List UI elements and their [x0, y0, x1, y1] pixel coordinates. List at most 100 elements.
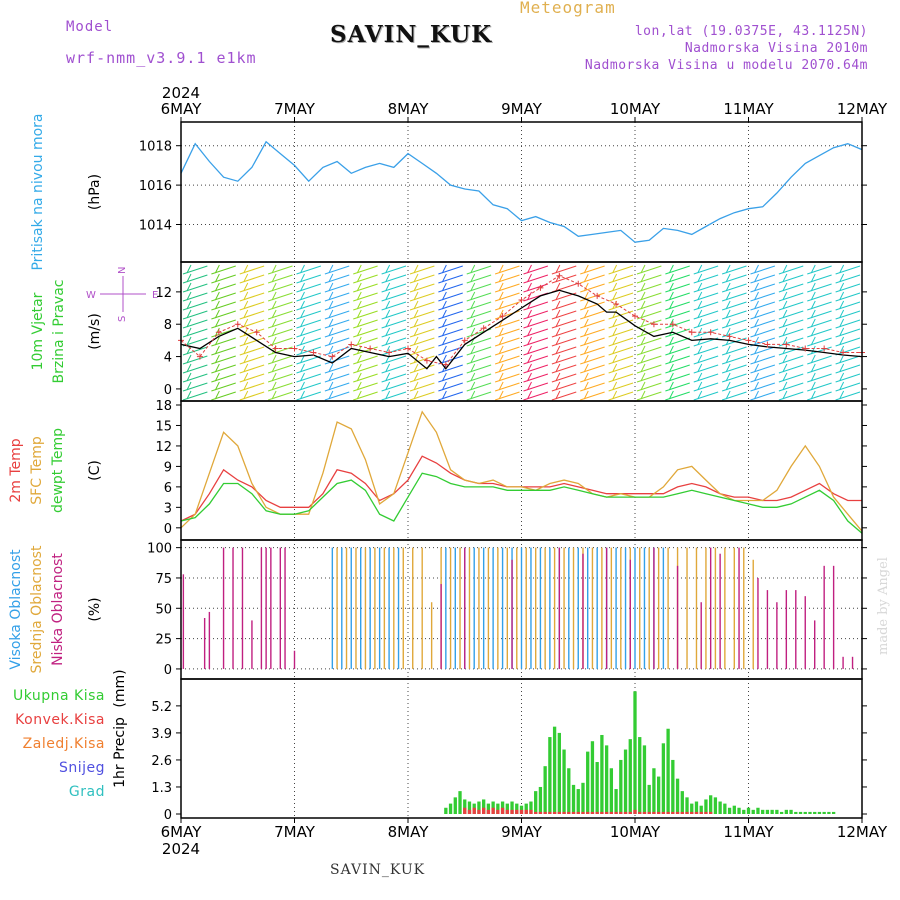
precip-bar — [458, 791, 462, 814]
wind-barb — [583, 327, 589, 337]
wind-barb — [527, 273, 532, 283]
wind-barb — [271, 336, 277, 346]
coordinates-text: lon,lat (19.0375E, 43.1125N) — [634, 24, 868, 39]
precip-bar — [453, 797, 457, 814]
compass-west: W — [86, 290, 96, 301]
wind-barb — [356, 291, 362, 301]
wind-barb — [271, 354, 277, 364]
wind-barb — [385, 318, 391, 328]
precip-bar — [609, 811, 614, 814]
wind-barb — [640, 372, 646, 382]
y-tick-label: 12 — [155, 440, 172, 455]
wind-barb — [782, 273, 788, 283]
precip-bar — [746, 807, 751, 814]
wind-barb — [356, 273, 362, 283]
precip-bar — [567, 768, 571, 814]
precip-bar — [756, 807, 760, 814]
precip-bar — [463, 799, 467, 814]
wind-barb — [612, 336, 618, 346]
precip-bar — [510, 809, 514, 814]
precip-bar — [751, 809, 755, 814]
wind-barb — [470, 390, 476, 400]
axis-title: Brzina i Pravac — [51, 280, 67, 384]
wind-barb — [583, 381, 589, 391]
wind-barb — [810, 327, 816, 337]
x-tick-label: 8MAY — [388, 100, 430, 118]
wind-barb — [839, 381, 845, 391]
x-tick-label: 9MAY — [501, 823, 543, 841]
precip-bar — [694, 801, 699, 814]
precip-bar — [482, 807, 486, 814]
precip-bar — [638, 811, 642, 814]
wind-barb — [470, 291, 476, 301]
precip-bar — [798, 811, 803, 814]
wind-barb — [385, 390, 391, 400]
wind-barb — [441, 300, 447, 310]
precip-bar — [685, 797, 689, 814]
precip-bar — [628, 811, 632, 814]
wind-barb — [328, 372, 334, 382]
precip-bar — [770, 809, 774, 814]
wind-barb — [612, 264, 618, 274]
precip-bar — [505, 809, 509, 814]
wind-barb — [300, 318, 305, 328]
series-line — [180, 289, 863, 370]
wind-barb — [214, 273, 220, 283]
gust-marker — [575, 280, 582, 287]
precip-bar — [595, 811, 599, 814]
x-tick-label: 10MAY — [610, 823, 661, 841]
wind-barb — [328, 336, 334, 346]
wind-barb — [356, 264, 362, 274]
precip-bar — [595, 762, 599, 814]
compass-east: E — [152, 290, 158, 301]
wind-barb — [243, 345, 249, 355]
wind-barb — [385, 372, 391, 382]
wind-barb — [527, 309, 532, 319]
precip-bar — [571, 784, 576, 814]
wind-barb — [668, 345, 674, 355]
wind-barb — [583, 309, 589, 319]
wind-barb — [385, 291, 391, 301]
precip-bar — [713, 797, 718, 814]
gust-marker — [688, 329, 695, 336]
wind-barb — [413, 300, 419, 310]
wind-barb — [725, 390, 731, 400]
precip-bar — [576, 789, 580, 814]
panel-precip: 0 1.3 2.6 3.9 5.2 1hr Precip (mm) Ukupna Kisa Ko… — [13, 669, 867, 823]
wind-barb — [810, 345, 816, 355]
wind-barb — [583, 345, 589, 355]
y-tick-label: 3.9 — [151, 727, 172, 742]
wind-barb — [441, 309, 447, 319]
wind-barb — [839, 363, 845, 373]
precip-bar — [557, 732, 561, 814]
precip-bar — [647, 811, 651, 814]
precip-bar — [448, 803, 453, 814]
wind-barb — [186, 381, 192, 391]
wind-barb — [271, 327, 277, 337]
precip-bar — [614, 789, 618, 814]
gust-marker — [480, 325, 487, 332]
legend-entry: Snijeg — [59, 760, 105, 776]
x-tick-label: 6MAY — [161, 823, 203, 841]
precip-bar — [600, 811, 604, 814]
precip-bar — [576, 811, 580, 814]
gust-marker — [632, 313, 638, 320]
wind-barb — [583, 300, 589, 310]
wind-barb — [754, 318, 759, 328]
x-tick-label: 6MAY — [161, 100, 203, 118]
x-tick-label: 11MAY — [723, 100, 774, 118]
wind-barb — [839, 273, 845, 283]
wind-barb — [300, 264, 305, 274]
wind-barb — [583, 354, 589, 364]
gust-marker — [764, 341, 771, 348]
precip-bar — [562, 811, 566, 814]
precip-bar — [723, 803, 727, 814]
wind-barb — [413, 309, 419, 319]
precip-bar — [477, 809, 481, 814]
x-tick-label: 11MAY — [723, 823, 774, 841]
axis-unit: (mm) — [112, 669, 128, 707]
wind-barb — [583, 363, 589, 373]
precip-bar — [822, 811, 826, 814]
precip-bar — [642, 745, 647, 814]
precip-bar — [699, 805, 703, 814]
